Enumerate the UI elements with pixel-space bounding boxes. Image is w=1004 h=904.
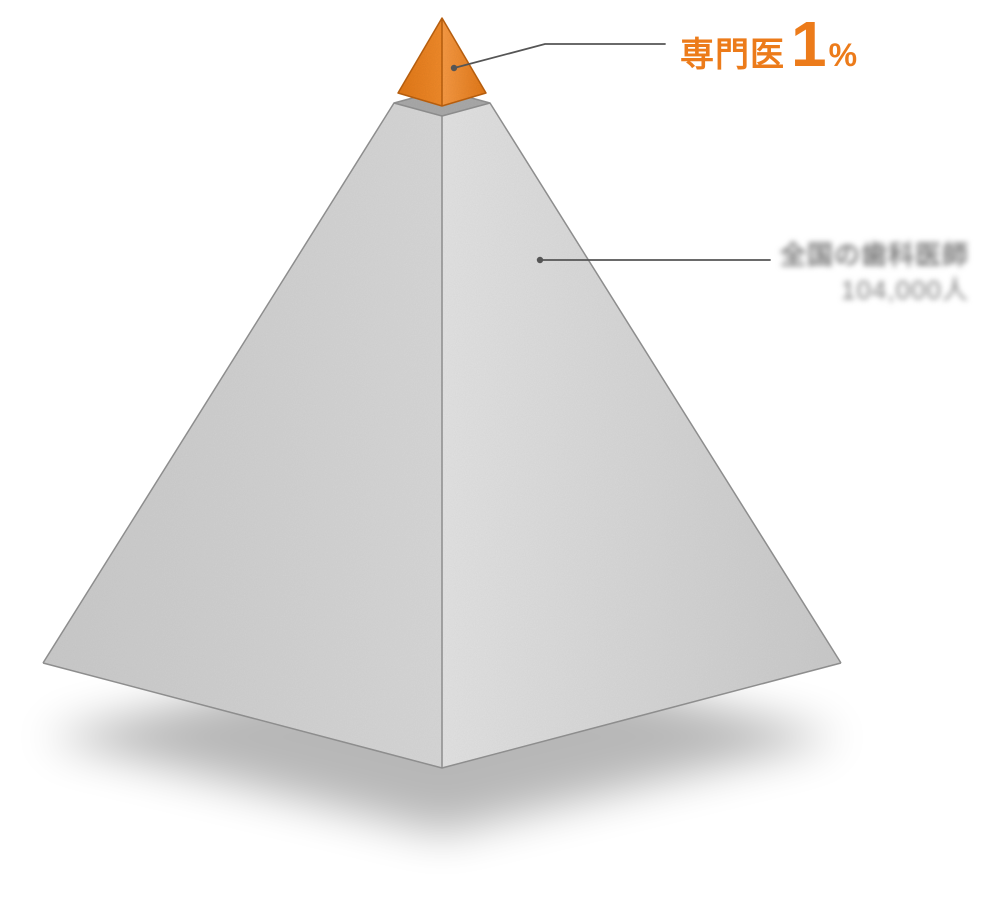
label-specialist-number: 1 bbox=[791, 12, 827, 76]
label-total-line2: 104,000人 bbox=[780, 273, 969, 308]
label-specialist-prefix: 専門医 bbox=[680, 27, 785, 76]
label-total-dentists: 全国の歯科医師 104,000人 bbox=[780, 238, 969, 308]
leader-top bbox=[451, 44, 665, 71]
pyramid-svg bbox=[0, 0, 1004, 904]
label-specialist: 専門医 1 % bbox=[680, 12, 857, 76]
pyramid-infographic: 専門医 1 % 全国の歯科医師 104,000人 bbox=[0, 0, 1004, 904]
leader-top-line bbox=[454, 44, 665, 68]
label-total-line1: 全国の歯科医師 bbox=[780, 238, 969, 273]
label-specialist-suffix: % bbox=[829, 37, 857, 74]
